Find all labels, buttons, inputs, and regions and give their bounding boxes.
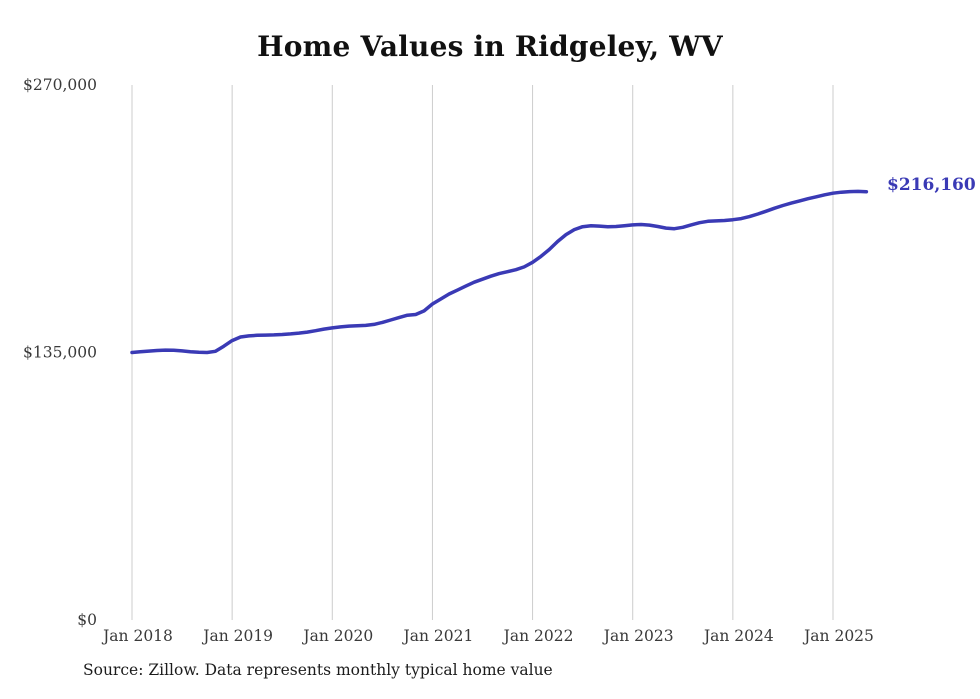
home-value-series-line bbox=[130, 189, 869, 355]
y-tick-label: $0 bbox=[77, 611, 97, 629]
x-tick-label: Jan 2019 bbox=[201, 627, 273, 645]
source-note: Source: Zillow. Data represents monthly … bbox=[83, 661, 553, 679]
y-tick-label: $270,000 bbox=[23, 76, 97, 94]
x-tick-label: Jan 2025 bbox=[802, 627, 874, 645]
x-tick-label: Jan 2022 bbox=[502, 627, 574, 645]
x-tick-label: Jan 2020 bbox=[301, 627, 373, 645]
latest-value-label: $216,160 bbox=[887, 175, 976, 195]
y-tick-label: $135,000 bbox=[23, 344, 97, 362]
x-tick-label: Jan 2021 bbox=[402, 627, 474, 645]
x-tick-label: Jan 2018 bbox=[101, 627, 173, 645]
x-tick-label: Jan 2024 bbox=[702, 627, 774, 645]
x-tick-label: Jan 2023 bbox=[602, 627, 674, 645]
chart-title: Home Values in Ridgeley, WV bbox=[257, 30, 723, 63]
